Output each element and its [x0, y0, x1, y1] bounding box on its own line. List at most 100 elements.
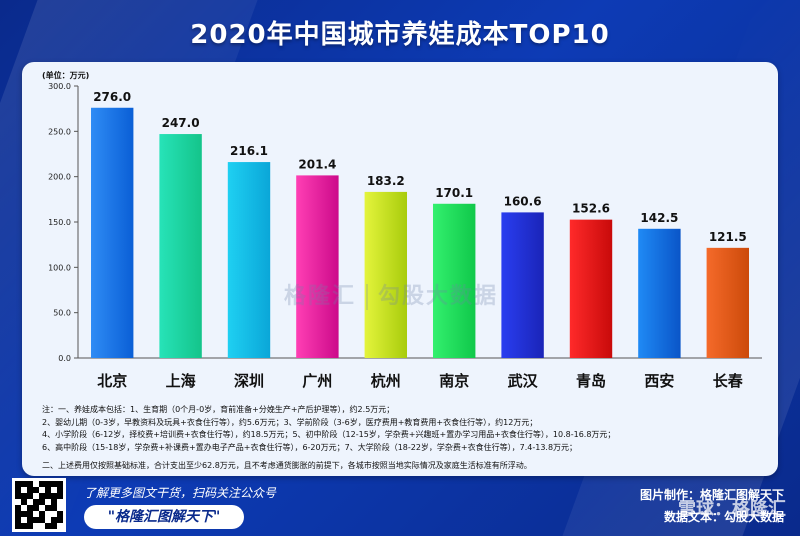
y-tick-label: 150.0 [48, 218, 71, 227]
qr-module [21, 499, 27, 505]
qr-module [39, 487, 45, 493]
x-category-label: 南京 [439, 372, 469, 390]
qr-module [21, 493, 27, 499]
qr-module [57, 493, 63, 499]
qr-module [45, 511, 51, 517]
qr-module [39, 505, 45, 511]
qr-code[interactable] [12, 478, 66, 532]
bar-value-label: 183.2 [367, 174, 405, 188]
qr-module [15, 505, 21, 511]
y-tick-label: 250.0 [48, 127, 71, 136]
qr-module [45, 487, 51, 493]
qr-module [21, 511, 27, 517]
bar-value-label: 276.0 [93, 90, 131, 104]
qr-module [27, 511, 33, 517]
overlay-watermark: 雪球：格隆汇 [678, 499, 786, 520]
qr-module [57, 517, 63, 523]
qr-module [27, 493, 33, 499]
y-axis-unit-label: (单位：万元) [42, 71, 90, 80]
qr-module [33, 493, 39, 499]
bar-9 [706, 247, 750, 358]
note-line-2: 2、婴幼儿期（0-3岁，早教资料及玩具+衣食住行等），约5.6万元；3、学前阶段… [42, 417, 538, 427]
footer-prompt: 了解更多图文干货，扫码关注公众号 [84, 486, 277, 500]
x-category-label: 北京 [97, 372, 127, 390]
qr-module [21, 481, 27, 487]
notes-section: 注：一、养娃成本包括：1、生育期（0个月-0岁，育前准备+分娩生产+产后护理等）… [42, 404, 762, 473]
qr-module [57, 523, 63, 529]
qr-module [39, 517, 45, 523]
qr-module [27, 517, 33, 523]
watermark-site: 勾股大数据 [378, 284, 499, 309]
qr-module [45, 517, 51, 523]
bar-value-label: 152.6 [572, 202, 610, 216]
qr-module [45, 505, 51, 511]
page-title: 2020年中国城市养娃成本TOP10 [190, 20, 610, 50]
bar-4 [364, 191, 408, 358]
x-category-label: 上海 [166, 372, 196, 390]
watermark-brand: 格隆汇 [284, 284, 357, 309]
qr-module [27, 487, 33, 493]
x-category-label: 杭州 [371, 372, 401, 390]
credit-source: 数据文本：勾股大数据 [663, 510, 784, 524]
qr-module [33, 481, 39, 487]
y-tick-label: 300.0 [48, 82, 71, 91]
qr-module [33, 499, 39, 505]
qr-module [33, 523, 39, 529]
qr-module [45, 481, 51, 487]
bar-value-label: 142.5 [640, 211, 678, 225]
y-tick-label: 200.0 [48, 173, 71, 182]
x-category-label: 武汉 [508, 372, 539, 390]
x-category-label: 深圳 [234, 372, 264, 390]
x-category-label: 西安 [644, 372, 674, 390]
qr-module [33, 511, 39, 517]
qr-module [51, 511, 57, 517]
qr-module [51, 481, 57, 487]
qr-module [51, 487, 57, 493]
x-category-label: 广州 [302, 372, 332, 390]
note-line-1: 注：一、养娃成本包括：1、生育期（0个月-0岁，育前准备+分娩生产+产后护理等）… [42, 405, 395, 414]
y-tick-label: 50.0 [53, 309, 71, 318]
qr-module [57, 505, 63, 511]
bar-2 [227, 162, 271, 358]
qr-module [27, 481, 33, 487]
bar-value-label: 170.1 [435, 186, 473, 200]
qr-module [57, 487, 63, 493]
qr-module [45, 499, 51, 505]
bar-value-label: 201.4 [298, 157, 336, 171]
bar-5 [432, 203, 476, 358]
qr-module [27, 499, 33, 505]
qr-module [15, 517, 21, 523]
qr-module [33, 517, 39, 523]
bar-3 [296, 175, 339, 358]
bar-value-label: 216.1 [230, 144, 268, 158]
qr-module [39, 493, 45, 499]
bar-0 [90, 107, 134, 358]
qr-module [39, 481, 45, 487]
x-category-label: 青岛 [576, 372, 606, 390]
qr-module [39, 511, 45, 517]
qr-module [57, 481, 63, 487]
bar-chart: 0.0 50.0 100.0 150.0 200.0 250.0 300.0 276.0 北京 2… [48, 82, 762, 390]
qr-module [51, 523, 57, 529]
note-line-4: 6、高中阶段（15-18岁，学杂费+补课费+置办电子产品+衣食住行等），6-20… [42, 442, 578, 452]
qr-module [45, 523, 51, 529]
qr-module [15, 523, 21, 529]
qr-module [57, 511, 63, 517]
qr-module [57, 499, 63, 505]
qr-module [51, 499, 57, 505]
qr-module [15, 487, 21, 493]
qr-module [51, 493, 57, 499]
bar-1 [159, 134, 202, 358]
qr-module [21, 517, 27, 523]
footer-brand-badge: "格隆汇图解天下" [84, 505, 244, 529]
bar-8 [638, 228, 681, 358]
y-tick-label: 100.0 [48, 263, 71, 272]
bar-6 [501, 212, 544, 358]
qr-module [51, 517, 57, 523]
bar-value-label: 160.6 [504, 194, 542, 208]
watermark-divider [366, 284, 369, 310]
qr-module [27, 523, 33, 529]
x-category-label: 长春 [713, 372, 743, 390]
qr-module [15, 499, 21, 505]
qr-module [51, 505, 57, 511]
